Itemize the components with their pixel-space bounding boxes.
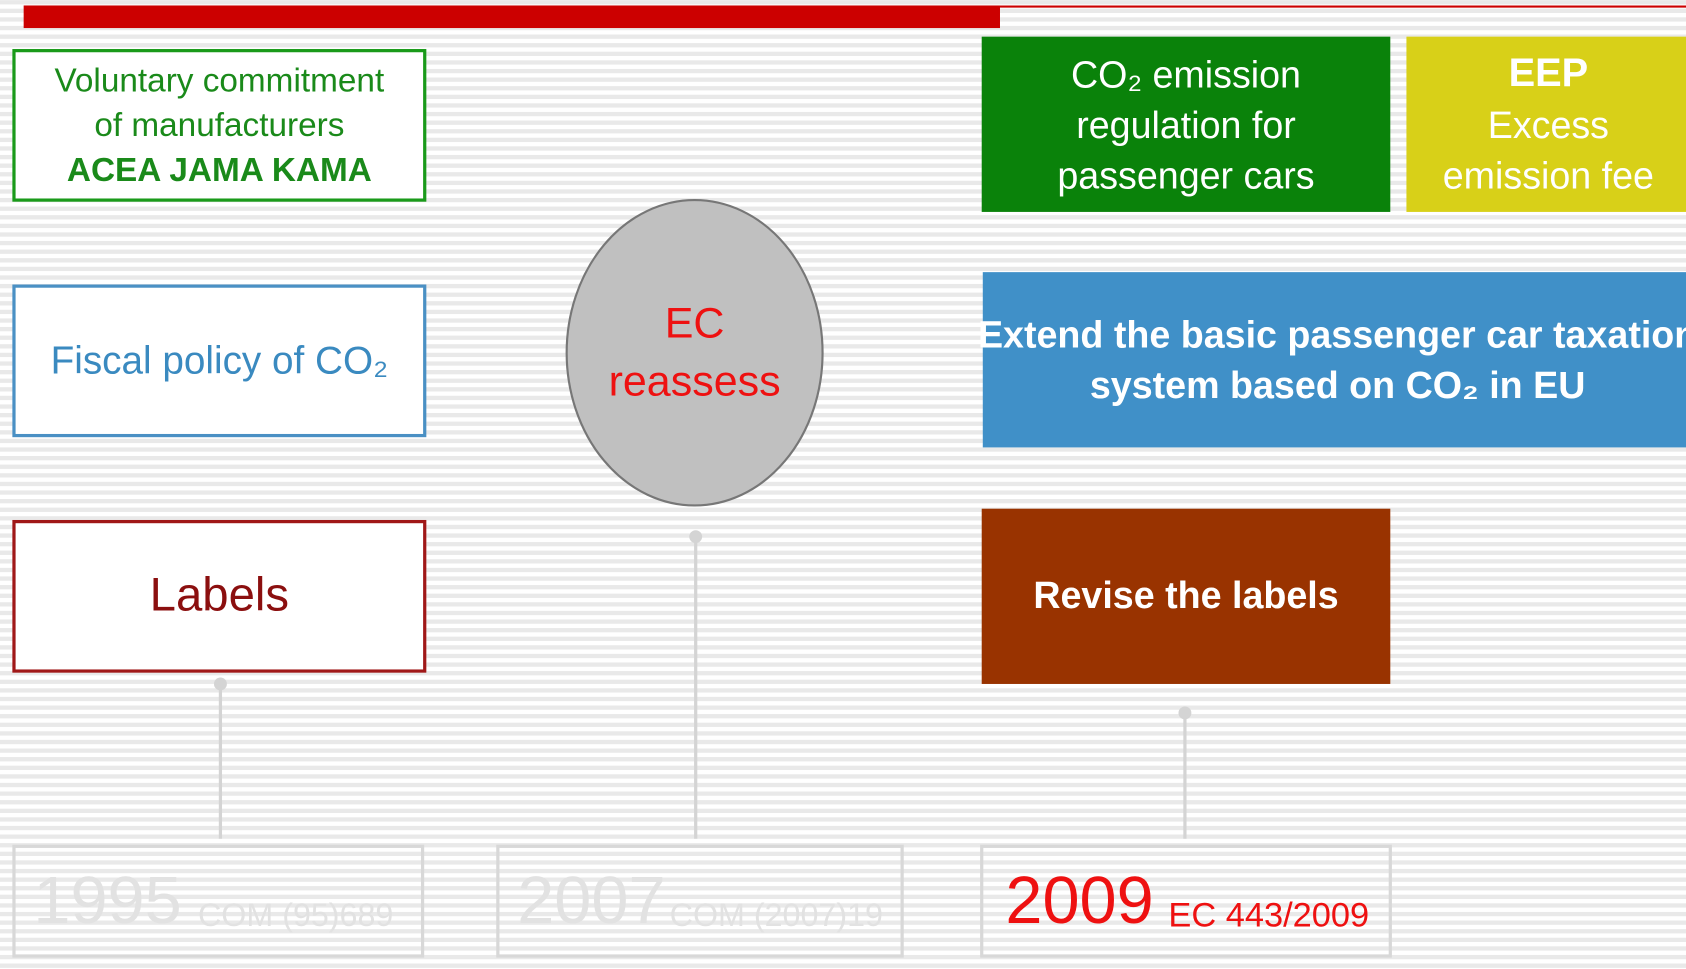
fiscal-box: [12, 284, 427, 438]
extend-line: system based on CO₂ in EU: [1090, 364, 1586, 406]
timeline-box: [12, 844, 425, 958]
regulation-line: passenger cars: [1057, 155, 1314, 197]
labels-box: [12, 519, 427, 673]
eep-line: Excess: [1488, 104, 1609, 146]
voluntary-line: of manufacturers: [94, 107, 344, 144]
connectors: [213, 530, 1192, 839]
ec-line: reassess: [609, 357, 781, 405]
timeline-year: 1995: [33, 864, 181, 938]
extend-line: Extend the basic passenger car taxation: [978, 314, 1686, 356]
regulation-line: regulation for: [1076, 104, 1296, 146]
eep-box: [1406, 36, 1686, 212]
voluntary-box: [12, 49, 427, 202]
header-bar: [23, 5, 1000, 29]
ec-line: EC: [665, 299, 725, 347]
ec-ellipse: [565, 199, 824, 507]
timeline-ref: COM (2007)19: [670, 897, 883, 933]
extend-box: [982, 272, 1686, 448]
fiscal-text: Fiscal policy of CO₂: [51, 340, 389, 383]
timeline-ref: EC 443/2009: [1168, 896, 1369, 934]
eep-line: EEP: [1509, 51, 1589, 95]
regulation-box: [981, 36, 1391, 212]
voluntary-line: ACEA JAMA KAMA: [67, 152, 372, 189]
voluntary-line: Voluntary commitment: [55, 63, 385, 100]
timeline-ref: COM (95)689: [198, 897, 393, 933]
regulation-line: CO₂ emission: [1071, 53, 1301, 95]
eep-line: emission fee: [1443, 155, 1654, 197]
revise-text: Revise the labels: [1033, 574, 1338, 616]
timeline-box: [496, 844, 904, 958]
timeline-year: 2009: [1005, 864, 1153, 938]
timeline-year: 2007: [517, 864, 665, 938]
labels-text: Labels: [150, 568, 289, 621]
timeline-box: [980, 844, 1392, 958]
revise-box: [981, 508, 1391, 684]
